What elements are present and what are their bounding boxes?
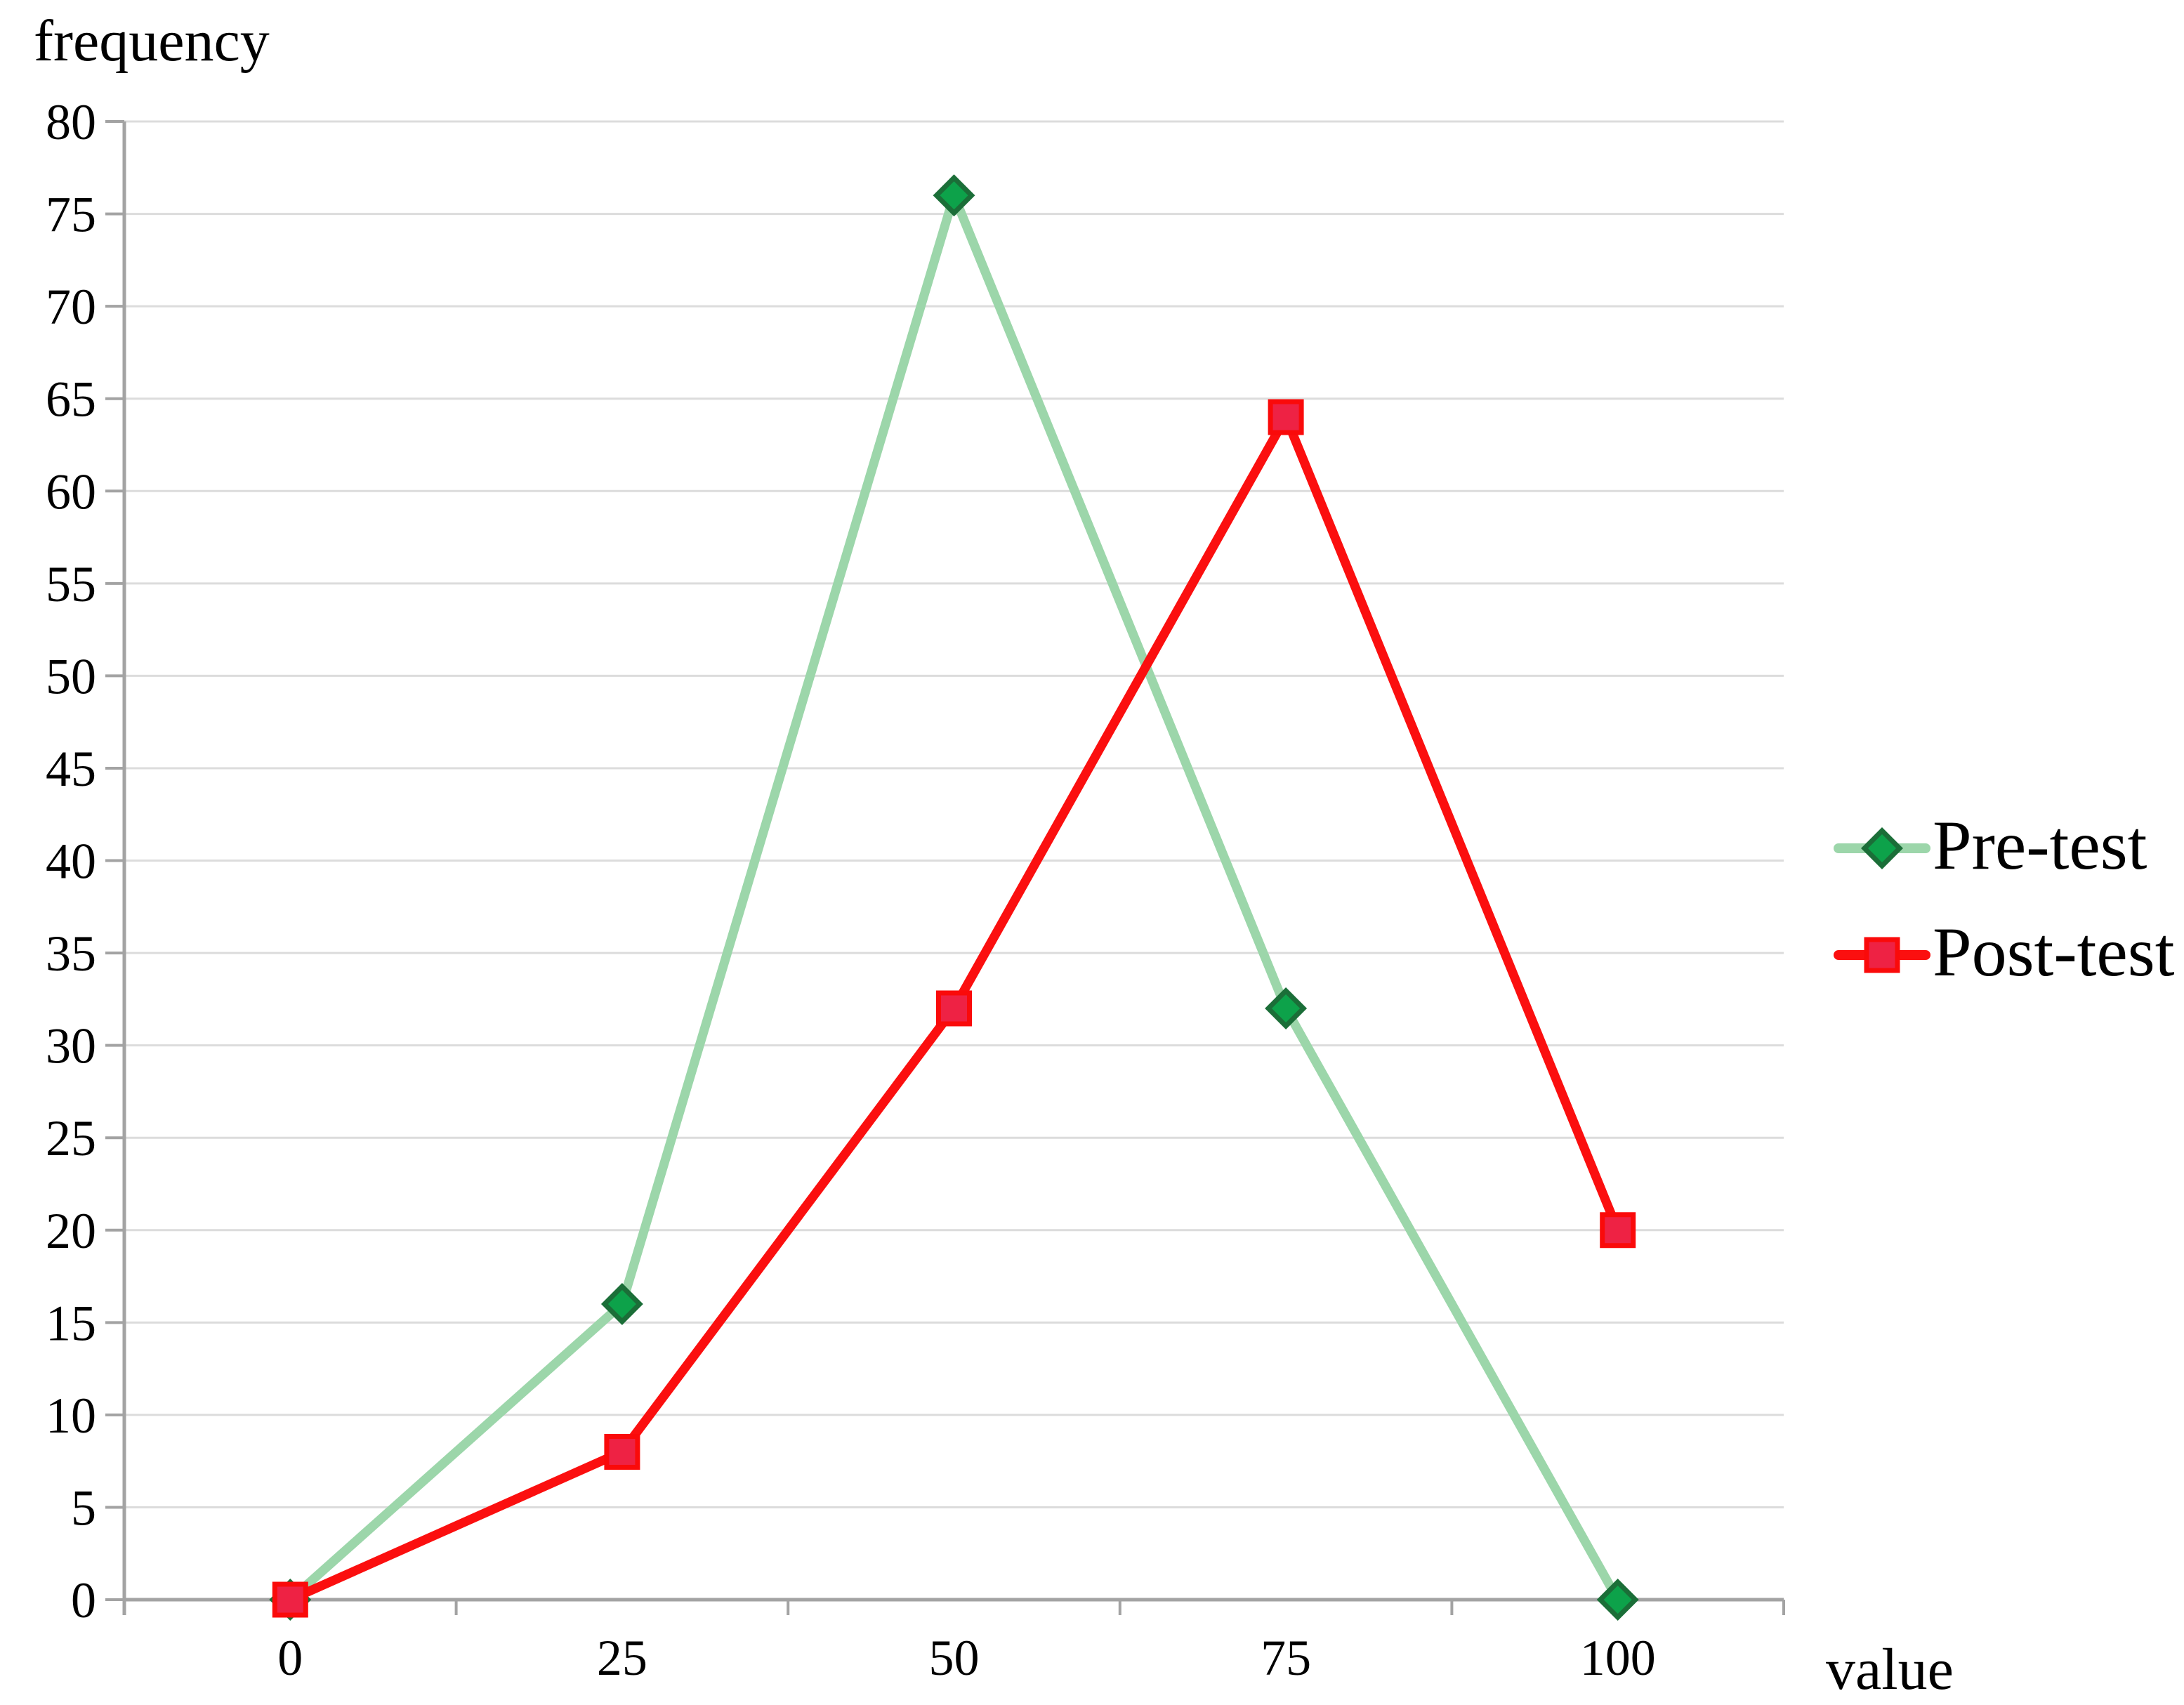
series-markers xyxy=(269,174,1639,1621)
y-tick-label: 40 xyxy=(46,834,96,890)
post-test-legend-marker xyxy=(1864,937,1900,973)
pre-test-legend-marker xyxy=(1861,827,1903,869)
pre-test-line xyxy=(285,190,1623,1605)
y-tick-label: 5 xyxy=(71,1480,96,1536)
post-test-marker xyxy=(1600,1212,1636,1249)
x-axis-tick-labels: 0 25 50 75 100 xyxy=(277,1630,1655,1686)
y-tick-label: 45 xyxy=(46,741,96,797)
x-tick-label: 0 xyxy=(277,1630,303,1686)
x-tick-label: 100 xyxy=(1580,1630,1656,1686)
y-tick-label: 25 xyxy=(46,1110,96,1166)
y-axis-title: frequency xyxy=(34,8,270,74)
post-test-marker xyxy=(936,990,972,1027)
y-tick-label: 20 xyxy=(46,1203,96,1259)
series-lines xyxy=(285,190,1623,1605)
pre-test-marker xyxy=(1596,1579,1639,1621)
legend-label-pre-test: Pre-test xyxy=(1933,806,2147,884)
y-tick-label: 10 xyxy=(46,1388,96,1444)
post-test-marker xyxy=(604,1434,640,1470)
y-tick-label: 55 xyxy=(46,556,96,612)
y-tick-label: 35 xyxy=(46,926,96,982)
x-tick-label: 75 xyxy=(1261,1630,1311,1686)
post-test-marker xyxy=(1268,399,1304,435)
y-tick-label: 65 xyxy=(46,371,96,428)
legend-item-pre-test xyxy=(1834,827,1930,869)
y-tick-label: 30 xyxy=(46,1018,96,1074)
post-test-marker xyxy=(272,1581,308,1618)
y-tick-label: 75 xyxy=(46,187,96,243)
x-axis-title: value xyxy=(1826,1637,1954,1702)
y-tick-label: 15 xyxy=(46,1295,96,1351)
pre-test-marker xyxy=(1265,987,1308,1029)
gridlines xyxy=(124,120,1784,1508)
pre-test-marker xyxy=(933,174,975,217)
legend-label-post-test: Post-test xyxy=(1933,913,2175,991)
legend: Pre-test Post-test xyxy=(1834,806,2175,991)
legend-item-post-test xyxy=(1834,937,1930,973)
y-tick-label: 0 xyxy=(71,1572,96,1628)
x-tick-label: 25 xyxy=(597,1630,647,1686)
y-tick-label: 60 xyxy=(46,463,96,520)
y-tick-label: 80 xyxy=(46,94,96,150)
pre-test-marker xyxy=(600,1283,643,1325)
y-axis-tick-labels: 0 5 10 15 20 25 30 35 40 45 50 55 60 65 70 75 80 xyxy=(46,94,96,1628)
axes xyxy=(105,120,1785,1615)
y-tick-label: 50 xyxy=(46,648,96,704)
y-tick-label: 70 xyxy=(46,279,96,335)
x-tick-label: 50 xyxy=(929,1630,980,1686)
